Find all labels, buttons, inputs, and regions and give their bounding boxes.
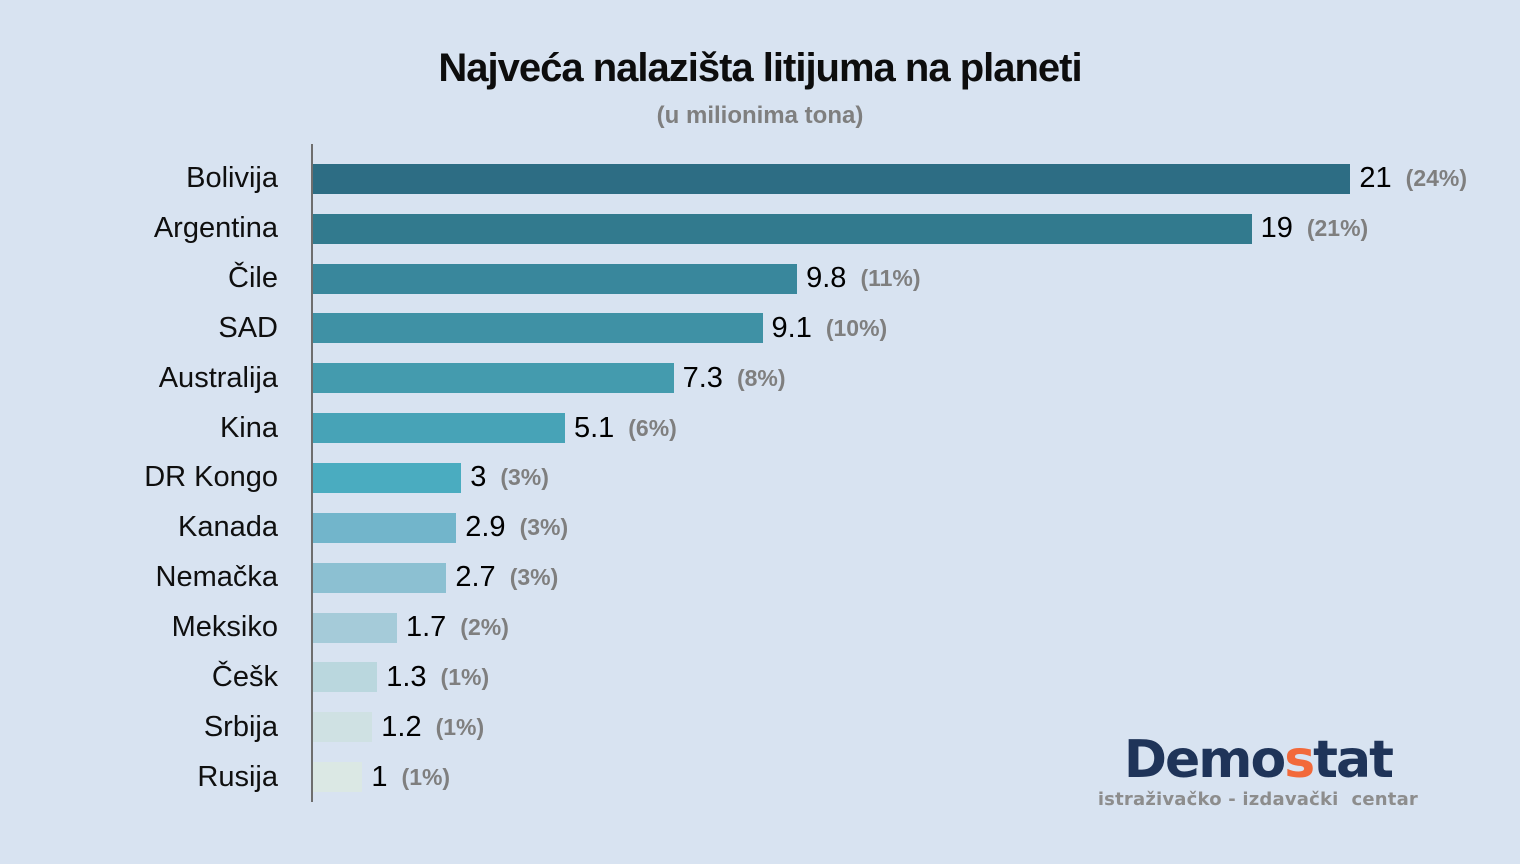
chart-title: Najveća nalazišta litijuma na planeti (438, 46, 1082, 90)
bar (313, 313, 763, 344)
category-label: Čile (228, 262, 278, 295)
value-label: 1 (371, 760, 388, 793)
value-label: 9.1 (771, 311, 812, 344)
bar (313, 562, 447, 593)
value-label: 9.8 (806, 262, 847, 295)
bar-row: Kina 5.1 (6%) (0, 403, 1520, 453)
bar-chart: Bolivija 21 (24%) Argentina 19 (21%) Čile 9.8 (1… (0, 154, 1520, 802)
bar (313, 612, 397, 643)
category-label: Kina (219, 411, 278, 444)
bar (313, 163, 1351, 194)
bar (313, 712, 373, 743)
value-label: 5.1 (573, 411, 615, 444)
chart-subtitle: (u milionima tona) (656, 102, 864, 129)
bar-row: Češk 1.3 (1%) (0, 652, 1520, 702)
wordmark-part1: Demo (1123, 730, 1286, 790)
logo-tagline: istraživačko - izdavački centar (1097, 789, 1418, 810)
percent-label: (1%) (435, 713, 485, 740)
bar (313, 662, 378, 693)
bar-row: Argentina 19 (21%) (0, 204, 1520, 254)
percent-label: (2%) (460, 614, 509, 641)
percent-label: (11%) (860, 265, 921, 292)
category-label: Argentina (153, 212, 278, 245)
percent-label: (8%) (736, 364, 786, 391)
category-label: Češk (211, 660, 278, 693)
value-label: 7.3 (682, 361, 723, 394)
value-label: 2.7 (455, 561, 496, 594)
category-label: Rusija (197, 760, 278, 793)
percent-label: (24%) (1405, 165, 1468, 192)
value-label: 1.7 (405, 611, 447, 644)
bar-row: Australija 7.3 (8%) (0, 353, 1520, 403)
percent-label: (6%) (628, 414, 677, 441)
category-label: DR Kongo (144, 461, 278, 494)
bar-row: Meksiko 1.7 (2%) (0, 603, 1520, 653)
value-label: 21 (1359, 162, 1392, 195)
value-label: 2.9 (465, 511, 506, 544)
demostat-logo: Demostat istraživačko - izdavački centar (1098, 734, 1418, 810)
category-label: Nemačka (155, 561, 279, 594)
percent-label: (21%) (1306, 215, 1369, 242)
value-label: 1.3 (386, 660, 427, 693)
category-label: Australija (158, 361, 278, 394)
bar-row: Nemačka 2.7 (3%) (0, 553, 1520, 603)
bar (313, 512, 457, 543)
percent-label: (10%) (825, 314, 888, 341)
bar (313, 462, 462, 493)
percent-label: (3%) (509, 564, 559, 591)
y-axis-line (311, 144, 313, 802)
bar (313, 762, 363, 793)
bar-row: Rusija 1 (1%) (0, 752, 1520, 802)
bar (313, 213, 1252, 244)
value-label: 3 (470, 461, 487, 494)
bar (313, 363, 674, 394)
wordmark-part2: tat (1313, 730, 1394, 790)
percent-label: (1%) (440, 663, 490, 690)
bar-row: Bolivija 21 (24%) (0, 154, 1520, 204)
category-label: Kanada (178, 511, 278, 544)
bar (313, 263, 798, 294)
percent-label: (1%) (401, 763, 451, 790)
category-label: Srbija (203, 710, 278, 743)
category-label: Bolivija (186, 162, 278, 195)
wordmark-accent: s (1284, 730, 1315, 790)
value-label: 19 (1260, 212, 1293, 245)
category-label: Meksiko (171, 611, 278, 644)
bar-row: DR Kongo 3 (3%) (0, 453, 1520, 503)
category-label: SAD (218, 311, 278, 344)
value-label: 1.2 (381, 710, 422, 743)
percent-label: (3%) (500, 464, 549, 491)
bar-row: Srbija 1.2 (1%) (0, 702, 1520, 752)
demostat-wordmark: Demostat (1098, 734, 1418, 786)
bar-row: Čile 9.8 (11%) (0, 254, 1520, 304)
bar (313, 413, 565, 444)
percent-label: (3%) (519, 514, 569, 541)
bar-row: SAD 9.1 (10%) (0, 304, 1520, 354)
bar-row: Kanada 2.9 (3%) (0, 503, 1520, 553)
